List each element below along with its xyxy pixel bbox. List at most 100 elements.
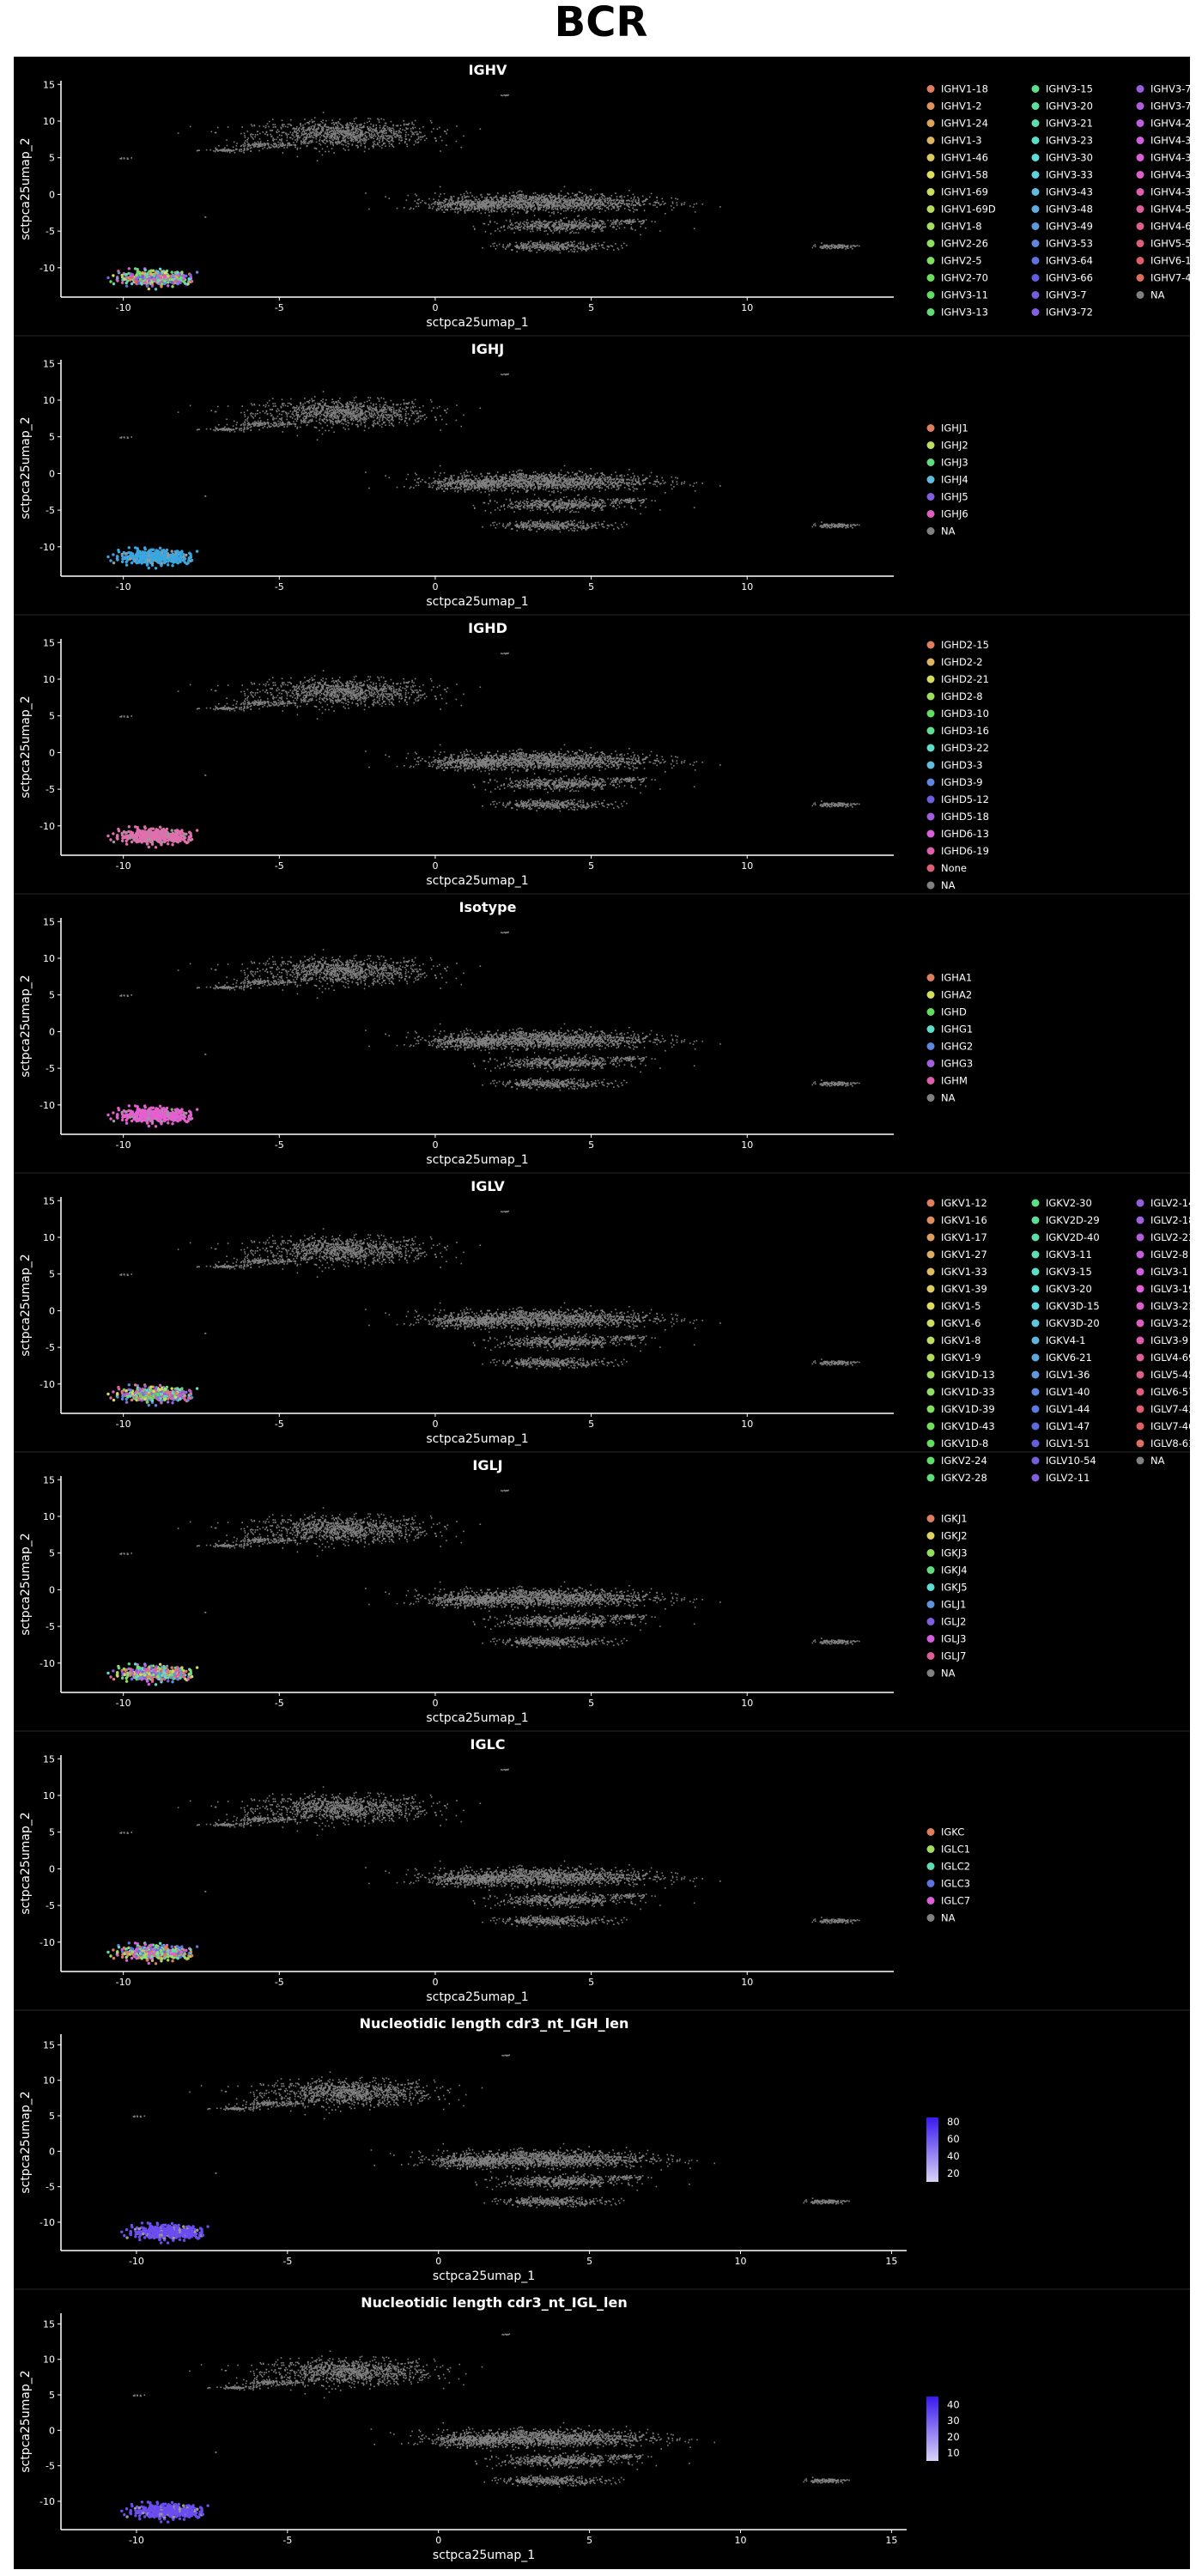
cell-point (341, 130, 343, 131)
cell-point (348, 149, 349, 151)
cell-point (343, 137, 344, 139)
cell-point (353, 135, 355, 137)
cell-point (385, 132, 386, 134)
cell-point (332, 142, 334, 143)
cell-point (349, 123, 351, 125)
cell-point (346, 132, 348, 134)
cell-point (353, 131, 355, 133)
cell-point (383, 135, 385, 137)
cell-point (502, 195, 504, 197)
cell-point (377, 137, 379, 139)
cell-point (316, 142, 318, 143)
cell-point (337, 127, 338, 129)
cell-point (319, 139, 321, 141)
cell-point (345, 138, 347, 140)
cell-point (593, 197, 595, 198)
cell-point (308, 127, 310, 129)
cell-point (300, 143, 302, 145)
cell-point (343, 127, 344, 129)
cell-point (382, 141, 384, 143)
cell-point (397, 125, 398, 127)
cell-point (384, 143, 385, 144)
cell-point (325, 138, 327, 140)
cell-point (313, 121, 315, 123)
cell-point (343, 130, 344, 131)
cell-point (354, 118, 355, 120)
cell-point (325, 143, 326, 144)
cell-point (373, 133, 375, 135)
cell-point (252, 138, 254, 140)
cell-point (313, 128, 315, 130)
cell-point (272, 145, 274, 147)
cell-point (304, 131, 306, 133)
cell-point (269, 121, 270, 123)
cell-point (379, 136, 380, 137)
cell-point (348, 134, 349, 136)
cell-point (590, 189, 592, 191)
cell-point (385, 138, 387, 140)
cell-point (331, 148, 333, 149)
cell-point (216, 149, 217, 151)
cell-point (306, 130, 307, 131)
cell-point (342, 127, 343, 129)
cell-point (408, 134, 410, 136)
cell-point (241, 126, 243, 128)
cell-point (300, 124, 301, 125)
cell-point (273, 126, 275, 128)
cell-point (633, 194, 634, 196)
cell-point (215, 151, 216, 153)
cell-point (405, 124, 407, 125)
cell-point (367, 137, 368, 138)
cell-point (270, 144, 272, 146)
cell-point (410, 209, 411, 210)
cell-point (277, 137, 279, 138)
cell-point (313, 137, 315, 139)
cell-point (416, 142, 417, 143)
cell-point (339, 142, 341, 143)
cell-point (422, 137, 423, 138)
cell-point (262, 145, 264, 147)
cell-point (291, 144, 293, 146)
cell-point (381, 148, 383, 149)
cell-point (247, 131, 249, 132)
cell-point (381, 131, 383, 133)
cell-point (335, 142, 337, 143)
cell-point (373, 131, 374, 133)
cell-point (409, 123, 410, 125)
cell-point (349, 135, 350, 137)
cell-point (290, 119, 292, 121)
cell-point (367, 132, 368, 134)
cell-point (597, 203, 598, 204)
cell-point (574, 209, 576, 210)
cell-point (407, 146, 409, 148)
cell-point (303, 137, 305, 138)
cell-point (338, 128, 340, 130)
cell-point (642, 196, 644, 197)
cell-point (292, 134, 294, 136)
cell-point (363, 138, 365, 140)
cell-point (294, 144, 296, 146)
cell-point (328, 129, 330, 131)
cell-point (379, 119, 380, 121)
cell-point (294, 139, 296, 141)
cell-point (270, 130, 271, 131)
cell-point (561, 191, 562, 192)
cell-point (378, 144, 379, 146)
cell-point (262, 148, 264, 149)
cell-point (381, 144, 383, 146)
cell-point (296, 141, 298, 143)
cell-point (294, 147, 296, 149)
cell-point (309, 129, 311, 131)
cell-point (338, 123, 340, 125)
cell-point (309, 121, 311, 123)
cell-point (519, 191, 521, 192)
panel-title: IGHV (469, 62, 507, 78)
cell-point (447, 129, 449, 131)
cell-point (361, 145, 362, 147)
cell-point (320, 121, 322, 123)
cell-point (250, 145, 252, 147)
cell-point (331, 127, 332, 129)
cell-point (260, 145, 262, 147)
cell-point (398, 132, 400, 134)
cell-point (252, 143, 254, 145)
